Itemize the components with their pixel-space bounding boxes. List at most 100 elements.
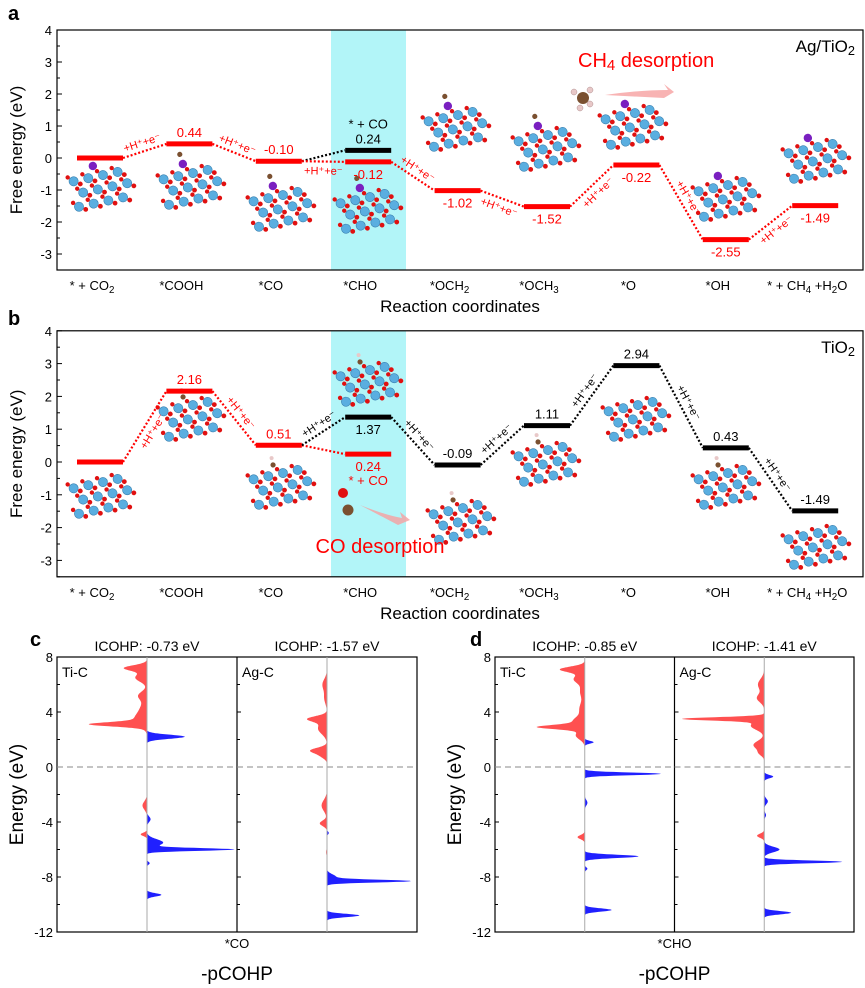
o-atom <box>476 519 482 525</box>
o-atom <box>289 185 294 191</box>
o-atom <box>190 192 195 197</box>
o-atom <box>621 121 627 126</box>
icohp-value: ICOHP: -1.57 eV <box>274 638 380 654</box>
o-atom <box>265 217 270 222</box>
ti-atom <box>345 209 356 220</box>
x-category-label: *OCH2​ <box>430 278 469 296</box>
o-atom <box>131 490 137 496</box>
panel-letter: d <box>470 629 482 651</box>
o-atom <box>301 192 307 198</box>
ti-atom <box>537 144 548 155</box>
o-atom <box>457 129 462 135</box>
reaction-step-connector <box>390 416 436 466</box>
o-atom <box>827 558 833 564</box>
bond-label: Ag-C <box>242 664 274 680</box>
o-atom <box>612 110 617 115</box>
energy-value-label: -1.02 <box>443 196 473 211</box>
o-atom <box>576 458 582 464</box>
y-tick-label: 4 <box>46 705 53 720</box>
o-atom <box>199 163 204 169</box>
o-atom <box>100 194 105 199</box>
o-atom <box>209 407 214 412</box>
energy-value-label: -0.12 <box>353 167 383 182</box>
step-label: +H⁺+e⁻ <box>758 214 796 247</box>
energy-value-label: -1.49 <box>800 211 830 226</box>
ti-atom <box>78 494 89 505</box>
o-atom <box>89 183 95 188</box>
o-atom <box>435 112 440 117</box>
o-atom <box>534 143 540 148</box>
ti-atom <box>112 167 123 177</box>
o-atom <box>307 495 313 501</box>
ti-atom <box>188 168 198 178</box>
ti-atom <box>789 173 799 184</box>
ti-atom <box>188 400 198 410</box>
o-atom <box>75 186 80 191</box>
ti-atom <box>609 431 619 442</box>
o-atom <box>342 381 347 386</box>
o-atom <box>165 416 170 421</box>
o-atom <box>197 173 203 179</box>
o-atom <box>752 207 758 213</box>
o-atom <box>722 213 728 219</box>
ti-atom <box>278 468 288 478</box>
o-atom <box>662 427 668 433</box>
y-tick-label: 2 <box>45 389 52 404</box>
o-atom <box>561 461 567 467</box>
o-atom <box>347 367 352 372</box>
ti-atom <box>302 476 313 487</box>
o-atom <box>255 206 260 211</box>
ti-atom <box>708 183 719 194</box>
ti-atom <box>263 193 274 204</box>
ti-atom <box>822 153 833 164</box>
o-atom <box>734 463 739 469</box>
desorption-arrow <box>360 505 410 525</box>
atomic-structure <box>780 523 852 570</box>
atomic-structure <box>690 171 762 222</box>
ti-atom <box>557 127 568 137</box>
ti-atom <box>463 528 474 539</box>
ti-atom <box>453 110 463 120</box>
x-category-label: *OH <box>706 585 731 600</box>
energy-value-label: 0.43 <box>713 429 738 444</box>
o-atom <box>167 411 173 417</box>
atomic-structure <box>690 456 762 510</box>
ti-atom <box>212 176 223 187</box>
o-atom <box>425 508 430 513</box>
o-atom <box>296 484 302 490</box>
y-tick-label: 3 <box>45 55 52 70</box>
ti-atom <box>627 414 638 425</box>
ti-atom <box>389 373 400 384</box>
ti-atom <box>374 376 385 387</box>
o-atom <box>520 146 525 151</box>
o-atom <box>539 444 545 449</box>
ti-atom <box>268 218 279 229</box>
reaction-step-connector <box>301 444 346 456</box>
o-atom <box>547 464 552 470</box>
o-atom <box>695 498 701 504</box>
o-atom <box>175 427 180 432</box>
o-atom <box>612 411 618 417</box>
ti-atom <box>548 470 559 481</box>
x-category-label: * + CH4​ +H2​O <box>767 278 847 296</box>
o-atom <box>714 481 720 486</box>
o-atom <box>449 516 455 521</box>
o-atom <box>173 204 179 210</box>
o-atom <box>725 492 730 497</box>
ti-atom <box>202 165 213 175</box>
ti-atom <box>103 195 114 206</box>
y-tick-label: 2 <box>45 87 52 102</box>
o-atom <box>741 196 747 202</box>
o-atom <box>482 137 488 143</box>
o-atom <box>817 547 822 553</box>
y-tick-label: 8 <box>484 650 491 665</box>
o-atom <box>381 213 387 218</box>
o-atom <box>802 550 808 556</box>
o-atom <box>204 189 210 194</box>
ti-atom <box>158 406 169 417</box>
ti-atom <box>467 107 478 117</box>
o-atom <box>83 513 89 519</box>
ti-atom <box>83 480 94 491</box>
x-category-label: *OCH3​ <box>519 278 558 296</box>
